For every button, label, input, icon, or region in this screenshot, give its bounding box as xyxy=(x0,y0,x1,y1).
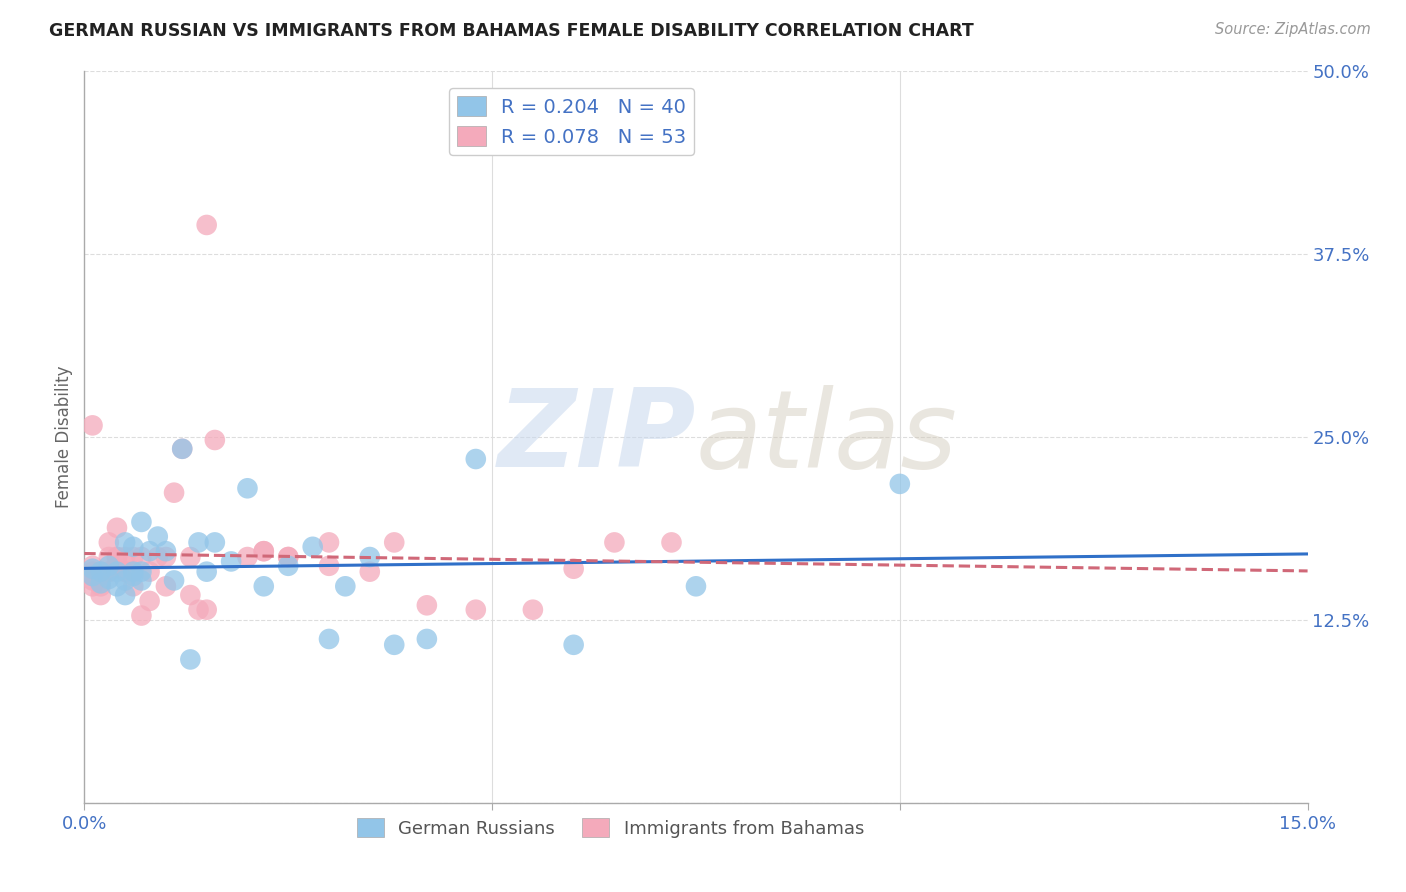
Point xyxy=(122,549,145,564)
Point xyxy=(105,565,128,579)
Text: atlas: atlas xyxy=(696,384,957,490)
Point xyxy=(105,521,128,535)
Point xyxy=(114,549,136,564)
Point xyxy=(82,565,104,579)
Point xyxy=(155,579,177,593)
Point xyxy=(318,632,340,646)
Point xyxy=(122,565,145,579)
Point xyxy=(335,579,357,593)
Point xyxy=(82,579,104,593)
Legend: German Russians, Immigrants from Bahamas: German Russians, Immigrants from Bahamas xyxy=(350,811,872,845)
Point xyxy=(187,535,209,549)
Point xyxy=(90,565,112,579)
Point xyxy=(122,565,145,579)
Point xyxy=(179,652,201,666)
Point xyxy=(253,579,276,593)
Point xyxy=(382,638,405,652)
Point xyxy=(301,540,323,554)
Point xyxy=(359,549,381,564)
Point xyxy=(122,540,145,554)
Point xyxy=(97,558,120,573)
Y-axis label: Female Disability: Female Disability xyxy=(55,366,73,508)
Point xyxy=(253,544,276,558)
Point xyxy=(90,569,112,583)
Point xyxy=(163,574,186,588)
Point xyxy=(90,565,112,579)
Point xyxy=(90,579,112,593)
Point xyxy=(382,535,405,549)
Point xyxy=(82,562,104,576)
Point xyxy=(155,544,177,558)
Point xyxy=(195,603,218,617)
Point xyxy=(219,554,242,568)
Point xyxy=(97,572,120,586)
Point xyxy=(236,549,259,564)
Point xyxy=(138,594,160,608)
Point xyxy=(603,535,626,549)
Point xyxy=(562,562,585,576)
Point xyxy=(138,544,160,558)
Point xyxy=(195,218,218,232)
Point xyxy=(97,549,120,564)
Point xyxy=(114,565,136,579)
Point xyxy=(82,574,104,588)
Point xyxy=(114,574,136,588)
Point xyxy=(277,549,299,564)
Point xyxy=(114,565,136,579)
Point xyxy=(131,549,153,564)
Point xyxy=(138,565,160,579)
Point xyxy=(889,476,911,491)
Point xyxy=(82,418,104,433)
Point xyxy=(155,549,177,564)
Point xyxy=(146,549,169,564)
Point xyxy=(90,576,112,591)
Point xyxy=(82,569,104,583)
Point xyxy=(661,535,683,549)
Point xyxy=(359,565,381,579)
Point xyxy=(464,452,486,467)
Point xyxy=(179,549,201,564)
Point xyxy=(195,565,218,579)
Point xyxy=(82,569,104,583)
Point xyxy=(105,579,128,593)
Point xyxy=(114,588,136,602)
Point xyxy=(105,549,128,564)
Point xyxy=(146,530,169,544)
Point xyxy=(522,603,544,617)
Point xyxy=(97,565,120,579)
Point xyxy=(97,565,120,579)
Point xyxy=(318,558,340,573)
Point xyxy=(172,442,194,456)
Point xyxy=(318,535,340,549)
Point xyxy=(562,638,585,652)
Point xyxy=(179,588,201,602)
Point xyxy=(204,433,226,447)
Point xyxy=(105,549,128,564)
Point xyxy=(82,558,104,573)
Point xyxy=(131,608,153,623)
Point xyxy=(131,515,153,529)
Point xyxy=(172,442,194,456)
Point xyxy=(122,569,145,583)
Point xyxy=(204,535,226,549)
Text: Source: ZipAtlas.com: Source: ZipAtlas.com xyxy=(1215,22,1371,37)
Point xyxy=(685,579,707,593)
Point xyxy=(131,574,153,588)
Point xyxy=(277,549,299,564)
Point xyxy=(236,481,259,495)
Point xyxy=(416,632,439,646)
Point xyxy=(114,535,136,549)
Text: ZIP: ZIP xyxy=(498,384,696,490)
Point xyxy=(163,485,186,500)
Point xyxy=(122,579,145,593)
Point xyxy=(277,558,299,573)
Point xyxy=(187,603,209,617)
Point xyxy=(90,588,112,602)
Point xyxy=(97,535,120,549)
Text: GERMAN RUSSIAN VS IMMIGRANTS FROM BAHAMAS FEMALE DISABILITY CORRELATION CHART: GERMAN RUSSIAN VS IMMIGRANTS FROM BAHAMA… xyxy=(49,22,974,40)
Point xyxy=(416,599,439,613)
Point xyxy=(253,544,276,558)
Point xyxy=(131,565,153,579)
Point xyxy=(464,603,486,617)
